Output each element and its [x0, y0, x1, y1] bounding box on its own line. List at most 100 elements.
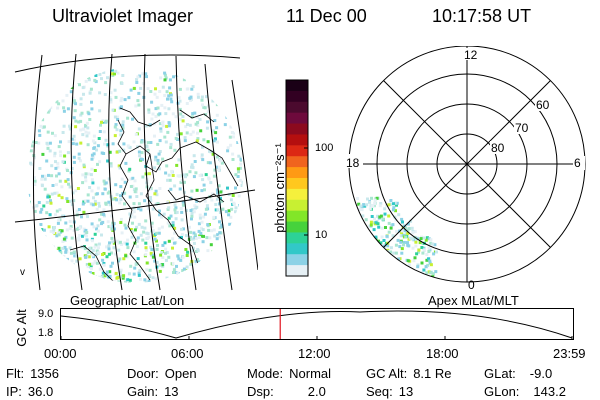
aurora-pixel: [166, 97, 169, 101]
aurora-pixel: [228, 222, 232, 226]
colorbar-swatch: [286, 112, 308, 125]
aurora-pixel: [104, 119, 108, 123]
aurora-pixel: [205, 95, 208, 99]
aurora-pixel: [165, 90, 169, 94]
aurora-pixel: [181, 119, 185, 123]
aurora-pixel: [422, 268, 426, 272]
aurora-pixel: [219, 190, 223, 194]
aurora-pixel: [201, 279, 205, 283]
aurora-pixel: [391, 223, 395, 227]
aurora-pixel: [81, 86, 85, 90]
aurora-pixel: [414, 244, 418, 248]
aurora-pixel: [182, 78, 186, 82]
aurora-pixel: [395, 229, 398, 233]
aurora-pixel: [163, 135, 167, 139]
aurora-pixel: [226, 149, 230, 153]
aurora-pixel: [185, 265, 189, 269]
aurora-pixel: [86, 143, 90, 147]
aurora-pixel: [376, 214, 379, 218]
aurora-pixel: [212, 215, 216, 219]
aurora-pixel: [114, 95, 118, 99]
aurora-pixel: [381, 216, 385, 220]
aurora-pixel: [151, 255, 155, 259]
aurora-pixel: [93, 169, 97, 172]
aurora-pixel: [238, 241, 242, 245]
aurora-pixel: [113, 280, 116, 283]
aurora-pixel: [203, 199, 207, 203]
aurora-pixel: [167, 239, 171, 243]
aurora-pixel: [97, 251, 101, 255]
aurora-pixel: [112, 246, 116, 250]
aurora-pixel: [136, 236, 140, 240]
aurora-pixel: [215, 188, 219, 192]
aurora-pixel: [45, 268, 49, 272]
aurora-pixel: [227, 95, 231, 98]
aurora-pixel: [372, 228, 376, 232]
aurora-pixel: [179, 69, 183, 73]
aurora-pixel: [172, 268, 176, 272]
colorbar-swatch: [286, 199, 308, 212]
aurora-pixel: [216, 273, 220, 277]
aurora-pixel: [117, 164, 121, 168]
aurora-pixel: [360, 208, 364, 212]
aurora-pixel: [52, 231, 55, 234]
aurora-pixel: [132, 86, 136, 90]
aurora-pixel: [189, 209, 193, 212]
aurora-pixel: [84, 175, 88, 179]
aurora-pixel: [404, 226, 407, 230]
aurora-pixel: [75, 209, 79, 213]
aurora-pixel: [46, 130, 50, 134]
aurora-pixel: [416, 263, 420, 267]
aurora-pixel: [201, 158, 205, 162]
aurora-pixel: [39, 210, 43, 214]
aurora-pixel: [123, 98, 127, 102]
aurora-pixel: [216, 191, 220, 195]
aurora-pixel: [85, 234, 88, 238]
aurora-pixel: [94, 261, 98, 265]
aurora-pixel: [115, 276, 119, 280]
aurora-pixel: [50, 192, 54, 196]
aurora-pixel: [163, 73, 167, 77]
aurora-pixel: [79, 102, 83, 106]
aurora-pixel: [163, 78, 167, 82]
aurora-pixel: [68, 124, 72, 128]
aurora-pixel: [92, 134, 96, 138]
aurora-pixel: [160, 215, 164, 219]
aurora-pixel: [139, 140, 143, 144]
aurora-pixel: [84, 130, 88, 134]
aurora-pixel: [228, 260, 232, 263]
aurora-pixel: [161, 279, 165, 283]
aurora-pixel: [400, 251, 404, 255]
aurora-pixel: [240, 242, 243, 246]
aurora-pixel: [192, 72, 195, 76]
aurora-pixel: [422, 236, 426, 240]
aurora-pixel: [74, 119, 78, 123]
mlt-label-12: 12: [464, 48, 478, 62]
aurora-pixel: [101, 119, 105, 123]
aurora-pixel: [404, 235, 408, 239]
aurora-pixel: [85, 279, 89, 283]
aurora-pixel: [95, 192, 99, 196]
aurora-pixel: [31, 87, 35, 91]
aurora-pixel: [145, 202, 149, 206]
aurora-pixel: [144, 248, 148, 252]
aurora-pixel: [75, 142, 79, 146]
aurora-pixel: [191, 246, 195, 250]
aurora-pixel: [239, 157, 243, 161]
aurora-pixel: [80, 111, 84, 115]
aurora-pixel: [47, 173, 50, 177]
aurora-pixel: [79, 159, 82, 163]
aurora-pixel: [81, 202, 85, 206]
aurora-pixel: [220, 101, 224, 105]
aurora-pixel: [34, 141, 38, 144]
aurora-pixel: [200, 153, 204, 157]
aurora-pixel: [168, 78, 172, 82]
aurora-pixel: [233, 268, 237, 272]
aurora-pixel: [93, 202, 97, 206]
aurora-pixel: [180, 210, 184, 214]
aurora-pixel: [61, 160, 65, 164]
xtick-1800: 18:00: [426, 346, 459, 361]
aurora-pixel: [55, 259, 59, 263]
aurora-pixel: [27, 193, 31, 197]
aurora-pixel: [383, 207, 387, 211]
